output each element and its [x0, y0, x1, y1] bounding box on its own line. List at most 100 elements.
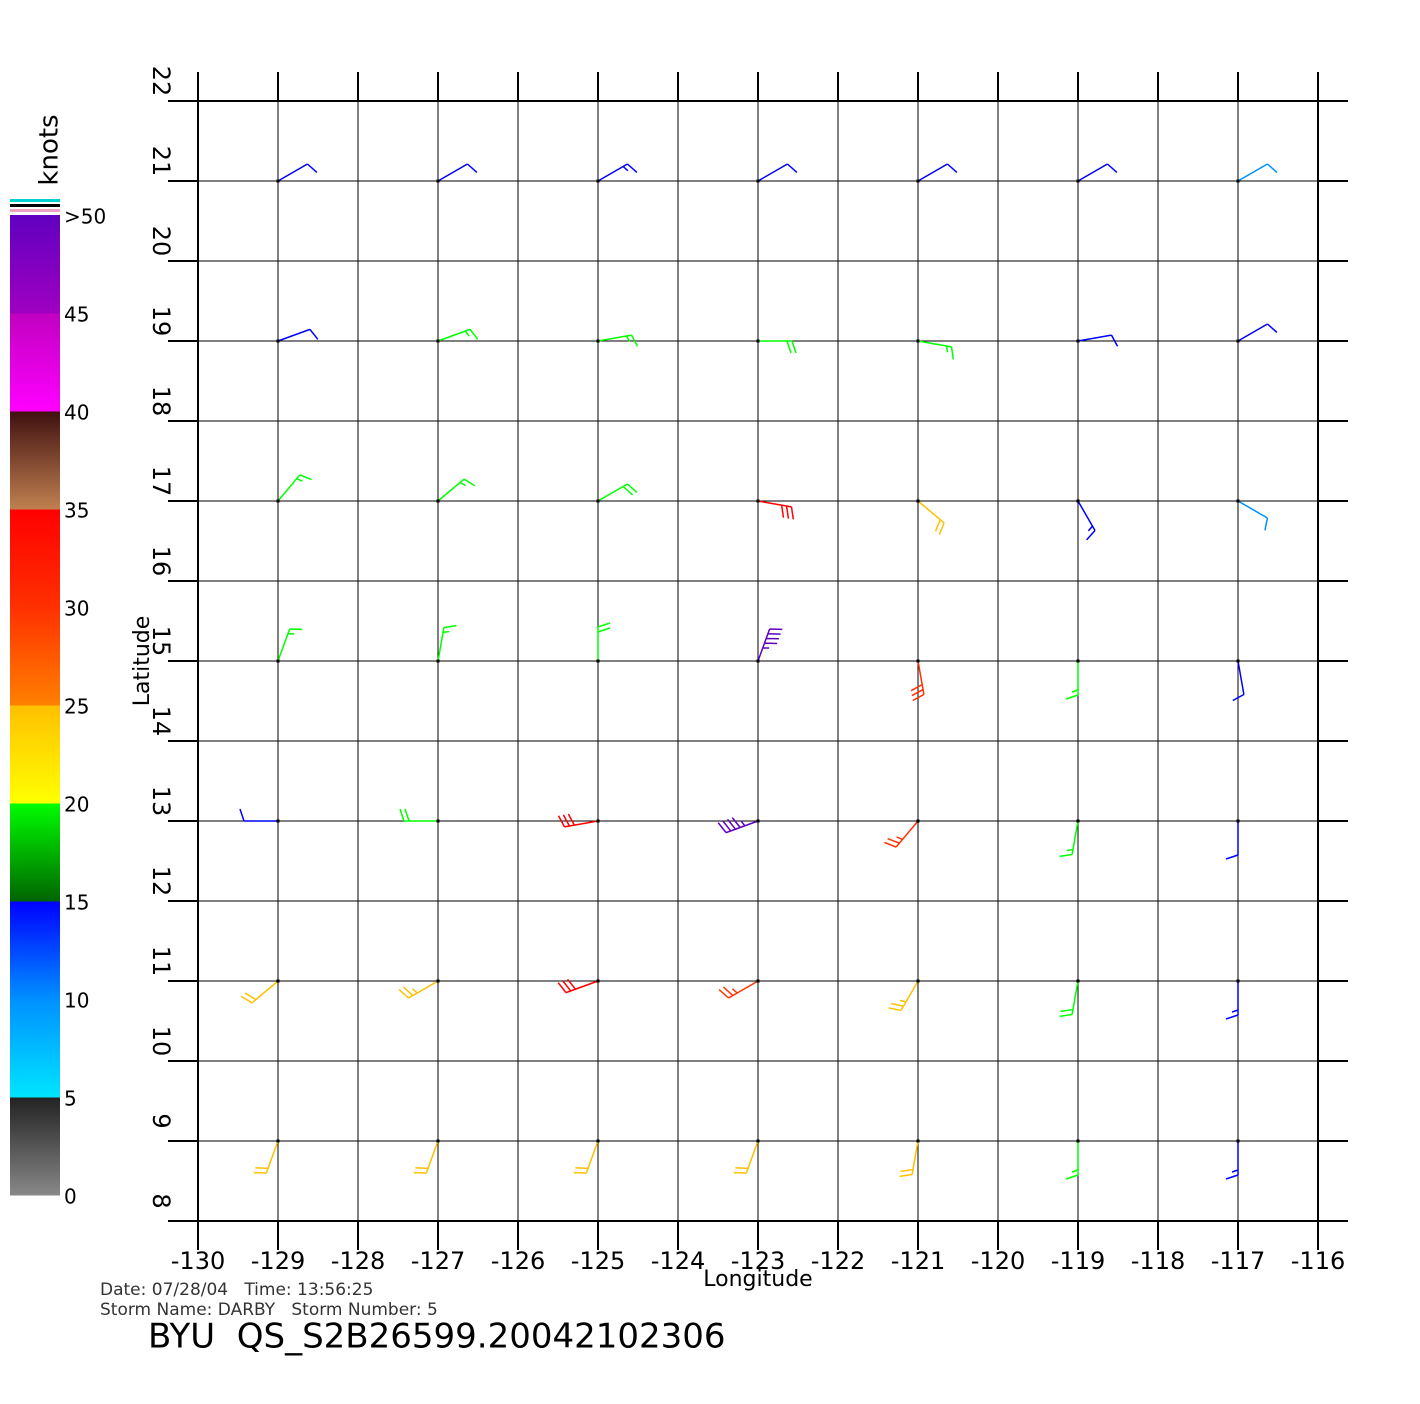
wind-barb: [437, 624, 457, 662]
wind-barb: [1065, 661, 1079, 700]
colorbar-tick-label: 15: [64, 891, 89, 915]
wind-barb: [1237, 500, 1269, 531]
colorbar-cap: [10, 209, 60, 212]
barb-base: [916, 979, 920, 983]
barb-base: [276, 499, 280, 503]
barb-base: [756, 979, 760, 983]
wind-barb: [1237, 163, 1278, 182]
y-tick-label: 14: [147, 706, 175, 737]
wind-barb: [1077, 500, 1096, 541]
barb-base: [756, 819, 760, 823]
colorbar-tick-label: 30: [64, 597, 89, 621]
wind-barb: [1232, 660, 1245, 702]
barb-base: [1076, 819, 1080, 823]
wind-barb: [597, 163, 638, 182]
y-tick-label: 22: [147, 66, 175, 97]
barb-base: [1236, 339, 1240, 343]
wind-barb: [717, 817, 759, 834]
wind-barb: [277, 628, 303, 662]
barb-base: [1236, 499, 1240, 503]
barb-base: [1076, 179, 1080, 183]
colorbar-cap: [10, 204, 60, 207]
x-tick-label: -127: [411, 1247, 465, 1275]
colorbar-cap: [10, 199, 60, 202]
wind-barb: [413, 1140, 439, 1174]
y-axis-label: Latitude: [130, 616, 155, 707]
wind-barb: [277, 328, 319, 342]
y-tick-label: 12: [147, 866, 175, 897]
wind-barb: [597, 622, 611, 661]
colorbar-band: [10, 705, 60, 804]
colorbar-band: [10, 313, 60, 412]
x-tick-label: -120: [971, 1247, 1025, 1275]
barb-base: [1236, 819, 1240, 823]
wind-barb: [1065, 1141, 1079, 1180]
barb-base: [436, 339, 440, 343]
wind-barb: [757, 163, 798, 182]
colorbar-band: [10, 803, 60, 902]
barb-base: [1076, 979, 1080, 983]
wind-barb: [1077, 334, 1119, 347]
barb-base: [436, 1139, 440, 1143]
y-tick-label: 19: [147, 306, 175, 337]
wind-barb: [1077, 163, 1118, 182]
barb-base: [436, 179, 440, 183]
barb-base: [276, 659, 280, 663]
colorbar-tick-label: 25: [64, 695, 89, 719]
wind-barb: [758, 340, 797, 354]
y-tick-label: 8: [147, 1193, 175, 1208]
colorbar-band: [10, 1097, 60, 1196]
wind-barb: [1237, 323, 1278, 342]
barb-base: [1076, 659, 1080, 663]
barb-base: [1076, 499, 1080, 503]
wind-barb: [757, 628, 783, 662]
colorbar-tick-label: 45: [64, 303, 89, 327]
x-tick-label: -121: [891, 1247, 945, 1275]
colorbar-band: [10, 215, 60, 314]
colorbar-band: [10, 999, 60, 1098]
barb-base: [1236, 1139, 1240, 1143]
x-tick-label: -128: [331, 1247, 385, 1275]
barb-base: [756, 339, 760, 343]
barb-base: [276, 179, 280, 183]
barb-base: [276, 979, 280, 983]
wind-barb: [884, 820, 919, 848]
barb-base: [276, 339, 280, 343]
wind-barb: [888, 980, 919, 1012]
colorbar-tick-label: 20: [64, 793, 89, 817]
x-tick-label: -119: [1051, 1247, 1105, 1275]
barb-base: [436, 499, 440, 503]
footer-line: Date: 07/28/04 Time: 13:56:25: [100, 1280, 373, 1300]
wind-barb: [437, 163, 478, 182]
barb-base: [1236, 979, 1240, 983]
wind-barb: [1225, 1141, 1239, 1180]
y-tick-label: 10: [147, 1026, 175, 1057]
y-tick-label: 18: [147, 386, 175, 417]
barb-base: [756, 659, 760, 663]
barb-base: [916, 819, 920, 823]
wind-barb: [437, 478, 476, 502]
barb-base: [596, 1139, 600, 1143]
y-tick-label: 21: [147, 146, 175, 177]
wind-barb: [573, 1140, 599, 1174]
y-tick-label: 9: [147, 1113, 175, 1128]
colorbar-tick-label: >50: [64, 205, 106, 229]
barb-base: [596, 819, 600, 823]
wind-barb: [239, 808, 278, 822]
x-tick-label: -116: [1291, 1247, 1345, 1275]
barb-base: [276, 1139, 280, 1143]
colorbar-tick-label: 5: [64, 1087, 77, 1111]
wind-barb: [597, 334, 639, 347]
wind-barb: [1225, 821, 1239, 860]
wind-barb: [1225, 981, 1239, 1020]
colorbar-tick-label: 35: [64, 499, 89, 523]
barb-base: [596, 339, 600, 343]
wind-barb: [253, 1140, 279, 1174]
barb-base: [756, 1139, 760, 1143]
barb-base: [1236, 659, 1240, 663]
barb-base: [916, 179, 920, 183]
wind-barb: [733, 1140, 759, 1174]
wind-barb: [597, 483, 638, 502]
barb-base: [596, 499, 600, 503]
barb-base: [756, 499, 760, 503]
